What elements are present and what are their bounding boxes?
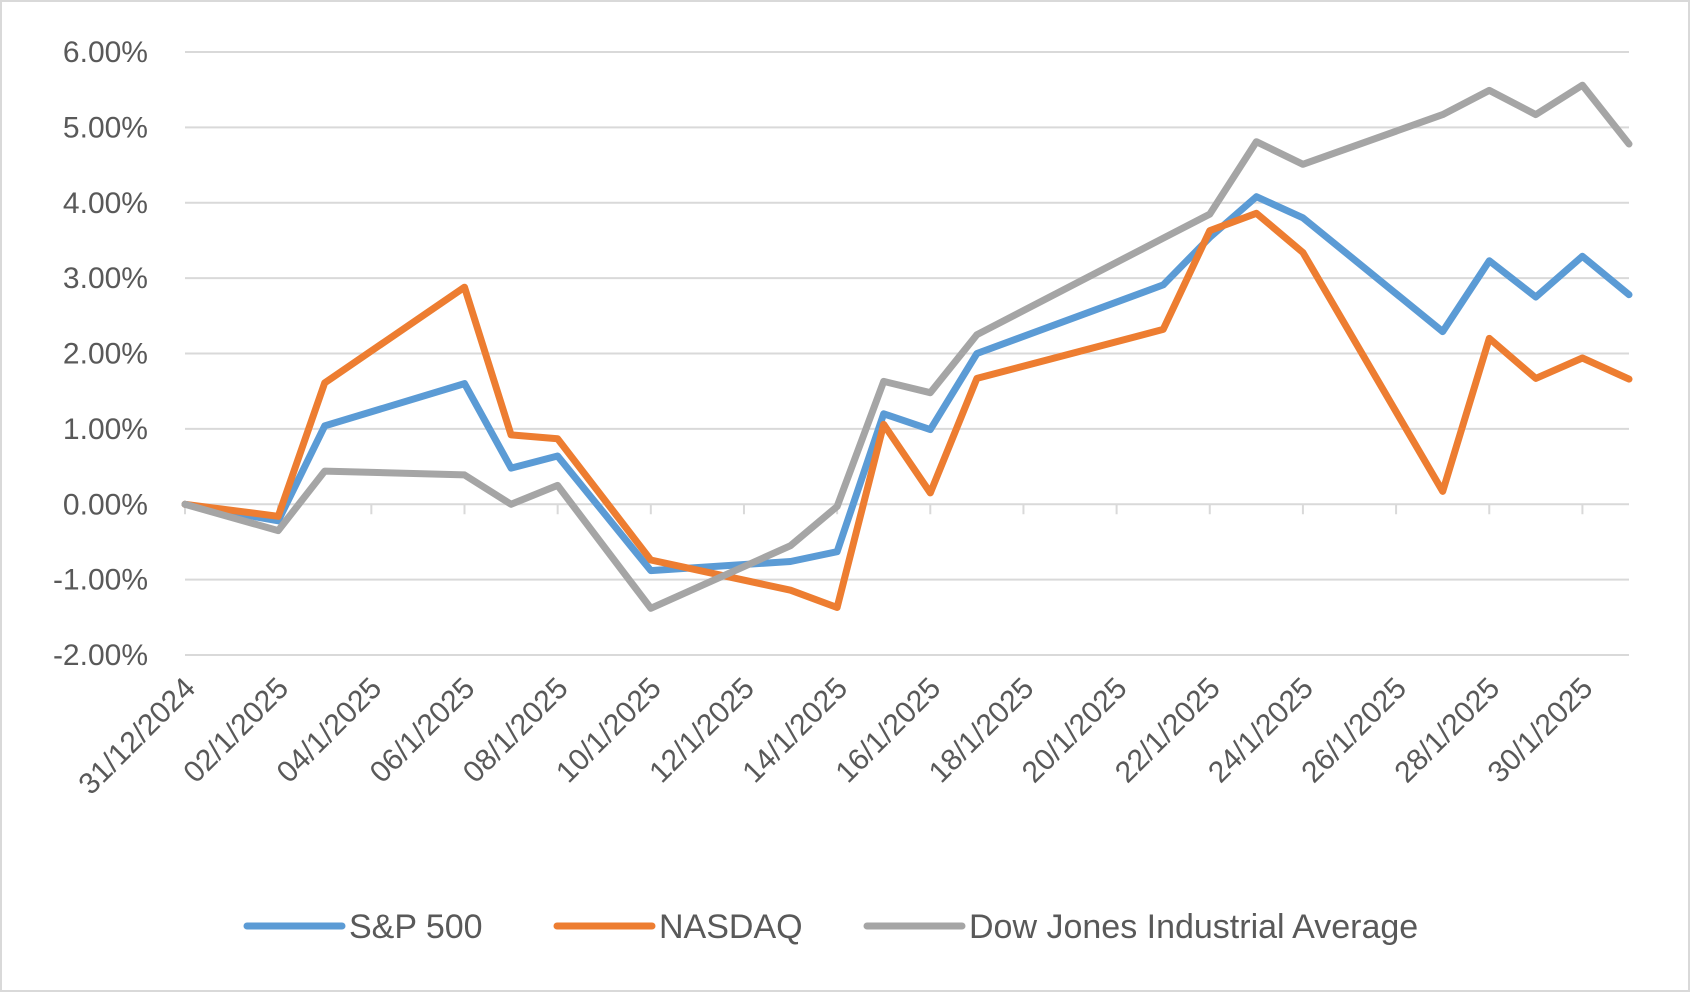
legend-label-dow-jones-industrial-average: Dow Jones Industrial Average xyxy=(969,908,1418,946)
y-tick-label: 6.00% xyxy=(63,36,148,69)
legend-label-nasdaq: NASDAQ xyxy=(659,908,803,946)
y-tick-label: 1.00% xyxy=(63,413,148,446)
series-line-dow-jones-industrial-average xyxy=(181,81,1633,612)
y-tick-label: 3.00% xyxy=(63,262,148,295)
x-axis-tick-labels: 31/12/202402/1/202504/1/202506/1/202508/… xyxy=(72,672,1599,802)
y-tick-label: 0.00% xyxy=(63,488,148,521)
y-tick-label: -1.00% xyxy=(53,564,148,597)
y-axis-tick-labels: 6.00% 5.00% 4.00% 3.00% 2.00% 1.00% 0.00% -1.00… xyxy=(53,36,148,672)
series-lines xyxy=(181,81,1633,612)
legend-label-s-p-500: S&P 500 xyxy=(349,908,483,946)
series-line-s-p-500 xyxy=(181,193,1633,575)
series-line-nasdaq xyxy=(181,209,1633,611)
x-axis xyxy=(184,503,1629,515)
legend: S&P 500 NASDAQ Dow Jones Industrial Averag… xyxy=(243,908,1418,946)
y-tick-label: 5.00% xyxy=(63,111,148,144)
y-tick-label: 4.00% xyxy=(63,187,148,220)
y-tick-label: 2.00% xyxy=(63,338,148,371)
x-tick-label: 31/12/2024 xyxy=(72,672,202,802)
y-tick-label: -2.00% xyxy=(53,639,148,672)
gridlines xyxy=(185,51,1629,656)
